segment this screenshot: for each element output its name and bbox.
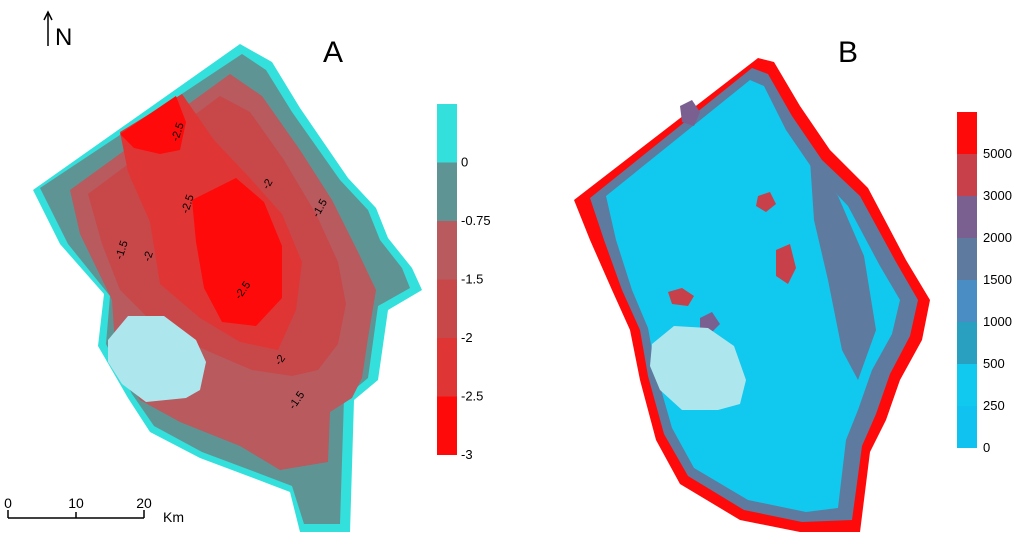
north-arrow: N [43, 10, 72, 51]
map-a-minimum-north [120, 96, 186, 154]
legend-tick-label: 500 [983, 356, 1005, 371]
map-b-hotspot [680, 100, 700, 126]
legend-tick-label: -3 [461, 447, 473, 462]
legend-tick-label: 2000 [983, 230, 1012, 245]
map-a: -2.5 -2.5 -2 -1.5 -1.5 -2 -2.5 -2 -1.5 [33, 44, 422, 532]
legend-swatch [957, 406, 977, 448]
legend-tick-label: 0 [983, 440, 990, 455]
legend-swatch [957, 238, 977, 280]
legend-tick-label: 1000 [983, 314, 1012, 329]
map-a-minimum-east [192, 178, 282, 326]
legend-swatch [957, 280, 977, 322]
map-b-lake [650, 326, 746, 410]
scale-tick-label: 0 [4, 495, 12, 511]
map-b-east-band [810, 160, 876, 380]
contour-label: -2 [141, 250, 155, 263]
legend-swatch [957, 364, 977, 406]
legend-swatch [957, 154, 977, 196]
legend-swatch [437, 104, 457, 163]
legend-tick-label: -0.75 [461, 213, 491, 228]
scale-bar: 0 10 20 Km [4, 495, 184, 525]
contour-label: -2.5 [169, 121, 186, 143]
legend-tick-label: 3000 [983, 188, 1012, 203]
legend-tick-label: -2.5 [461, 389, 483, 404]
scale-tick-label: 10 [68, 495, 84, 511]
legend-swatch [437, 338, 457, 397]
legend-tick-label: 0 [461, 155, 468, 170]
scale-tick-label: 20 [136, 495, 152, 511]
north-label: N [55, 24, 72, 51]
panel-a-letter: A [323, 36, 343, 69]
contour-label: -2.5 [179, 193, 196, 215]
scale-unit-label: Km [163, 509, 184, 525]
legend-tick-label: 5000 [983, 146, 1012, 161]
map-b-hotspot [700, 312, 720, 332]
map-a-lake [108, 316, 206, 402]
map-b [574, 58, 930, 532]
panel-b-letter: B [838, 36, 858, 69]
legend-swatch [957, 322, 977, 364]
map-b-hotspot [668, 288, 694, 306]
legend-swatch [437, 279, 457, 338]
north-arrow-head-icon [43, 10, 53, 21]
contour-label: -1.5 [113, 239, 130, 261]
legend-tick-label: 250 [983, 398, 1005, 413]
legend-swatch [957, 196, 977, 238]
map-b-hotspot [756, 192, 776, 212]
legend-tick-label: -2 [461, 330, 473, 345]
legend-swatch [957, 112, 977, 154]
map-b-hotspot [776, 244, 796, 284]
legend-tick-label: 1500 [983, 272, 1012, 287]
legend-swatch [437, 396, 457, 455]
legend-a: 0 -0.75 -1.5 -2 -2.5 -3 [437, 104, 491, 462]
legend-swatch [437, 162, 457, 221]
legend-swatch [437, 221, 457, 280]
legend-b: 5000 3000 2000 1500 1000 500 250 0 [957, 112, 1012, 455]
legend-tick-label: -1.5 [461, 272, 483, 287]
